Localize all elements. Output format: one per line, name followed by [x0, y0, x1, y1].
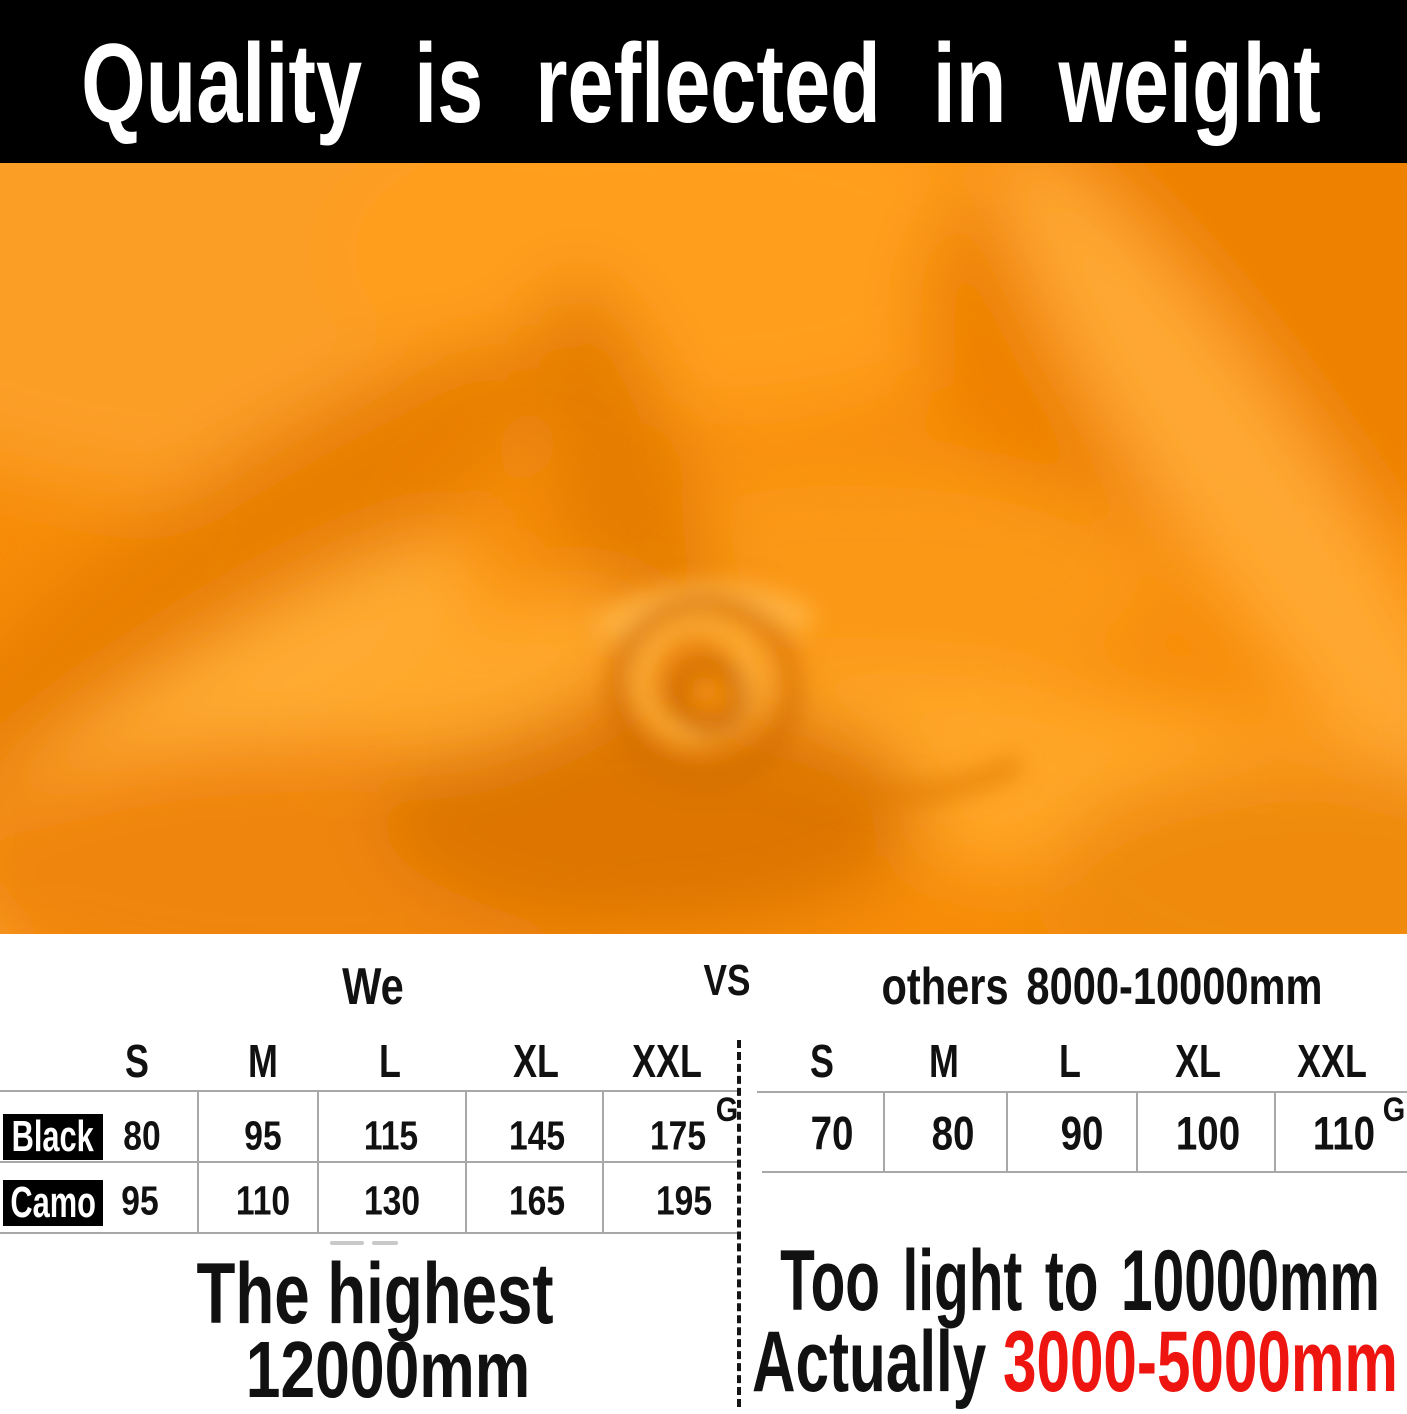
smudge-mark	[372, 1241, 398, 1245]
we-camo-l: 130	[363, 1177, 421, 1224]
others-size-header-l: L	[1059, 1035, 1081, 1087]
we-grid-line-bottom	[0, 1232, 737, 1234]
we-grid-line-v2	[317, 1090, 319, 1232]
we-grid-line-v1	[197, 1090, 199, 1232]
we-size-header-s: S	[125, 1035, 149, 1087]
we-column-title: We	[342, 958, 404, 1016]
we-grid-line-v4	[602, 1090, 604, 1232]
we-size-header-xl: XL	[513, 1035, 559, 1087]
others-claim-red-value: 3000-5000mm	[1002, 1314, 1398, 1410]
others-grid-line-bottom	[762, 1171, 1407, 1173]
others-size-header-xl: XL	[1175, 1035, 1221, 1087]
row-label-camo-text: Camo	[10, 1178, 96, 1227]
title-banner: Quality is reflected in weight	[0, 0, 1407, 163]
we-size-header-l: L	[379, 1035, 401, 1087]
fabric-photo	[0, 163, 1407, 934]
we-size-header-xxl: XXL	[632, 1035, 702, 1087]
vs-label: VS	[703, 956, 751, 1005]
spacer	[986, 1314, 1003, 1410]
we-grid-line-v3	[465, 1090, 467, 1232]
banner-title: Quality is reflected in weight	[81, 21, 1321, 146]
we-camo-s: 95	[121, 1177, 159, 1224]
others-size-header-xxl: XXL	[1297, 1035, 1367, 1087]
we-grid-line-top	[0, 1090, 737, 1092]
we-camo-xl: 165	[508, 1177, 566, 1224]
fabric-swirl-illustration	[0, 163, 1407, 934]
others-grid-line-top	[757, 1091, 1407, 1093]
others-m: 80	[931, 1106, 975, 1160]
row-label-camo: Camo	[3, 1180, 103, 1226]
others-grid-line-v1	[883, 1091, 885, 1171]
others-claim-prefix: Actually	[752, 1314, 987, 1410]
we-claim-line2: 12000mm	[245, 1325, 531, 1414]
we-black-l: 115	[363, 1112, 419, 1159]
row-label-black: Black	[3, 1114, 103, 1160]
others-grid-line-v4	[1274, 1091, 1276, 1171]
we-grid-line-middle	[0, 1161, 737, 1163]
smudge-mark	[330, 1241, 364, 1245]
dashed-divider	[737, 1040, 741, 1407]
others-claim-line2: Actually 3000-5000mm	[752, 1319, 1398, 1405]
we-black-m: 95	[244, 1112, 282, 1159]
others-xl: 100	[1175, 1106, 1241, 1160]
others-xxl: 110	[1312, 1106, 1376, 1160]
we-unit-grams: G	[715, 1091, 739, 1129]
others-unit-grams: G	[1382, 1091, 1406, 1129]
others-l: 90	[1060, 1106, 1104, 1160]
we-black-s: 80	[123, 1112, 161, 1159]
others-column-title: others 8000-10000mm	[881, 958, 1323, 1016]
others-s: 70	[810, 1106, 854, 1160]
we-camo-xxl: 195	[655, 1177, 713, 1224]
others-size-header-s: S	[810, 1035, 834, 1087]
others-grid-line-v3	[1136, 1091, 1138, 1171]
we-black-xl: 145	[508, 1112, 566, 1159]
others-size-header-m: M	[929, 1035, 959, 1087]
we-claim-line1: The highest	[196, 1246, 554, 1342]
we-black-xxl: 175	[649, 1112, 707, 1159]
others-grid-line-v2	[1006, 1091, 1008, 1171]
we-camo-m: 110	[235, 1177, 291, 1224]
we-size-header-m: M	[248, 1035, 278, 1087]
others-claim-line1: Too light to 10000mm	[780, 1233, 1380, 1329]
row-label-black-text: Black	[11, 1112, 95, 1161]
